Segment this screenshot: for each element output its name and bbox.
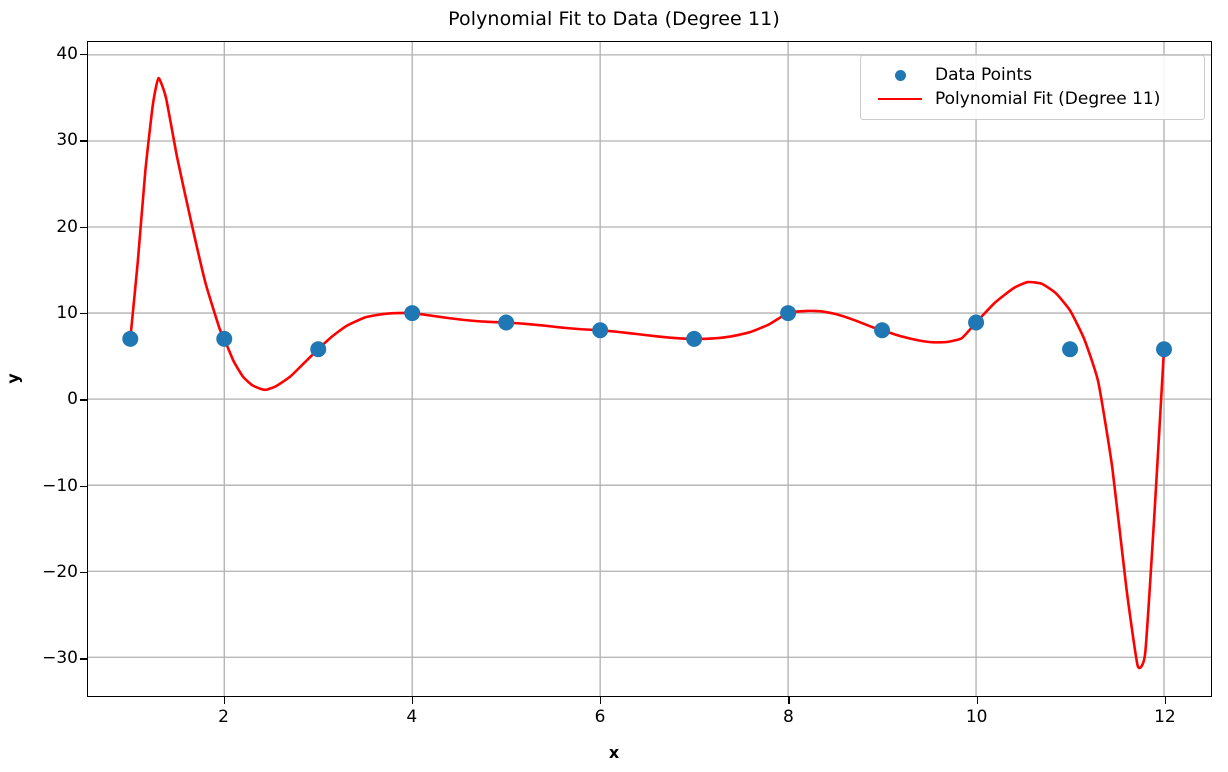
x-tick-label: 8 (782, 707, 794, 727)
y-tick-label: 30 (56, 130, 78, 151)
x-tick-label: 4 (406, 707, 418, 727)
chart-title: Polynomial Fit to Data (Degree 11) (448, 8, 780, 30)
y-tick-mark (80, 226, 87, 228)
data-point (592, 322, 609, 339)
y-tick-mark (80, 571, 87, 574)
legend-item-data-points: Data Points (871, 63, 1194, 87)
y-tick-label: 20 (56, 216, 78, 237)
fit-curve-path (128, 76, 1166, 670)
x-tick-mark (1164, 697, 1167, 704)
chart-legend: Data Points Polynomial Fit (Degree 11) (860, 55, 1205, 120)
plot-axes-area (87, 41, 1212, 697)
x-tick-mark (411, 697, 414, 704)
data-point (686, 330, 703, 347)
x-tick-label: 10 (965, 707, 988, 727)
circle-marker-icon (871, 69, 929, 81)
data-point (216, 330, 233, 347)
polynomial-fit-line (128, 76, 1166, 670)
y-tick-label: −20 (42, 561, 78, 582)
data-point (780, 305, 797, 322)
y-tick-label: 10 (56, 302, 78, 323)
data-point (310, 341, 327, 358)
x-tick-label: 12 (1154, 707, 1176, 727)
legend-item-polynomial-fit: Polynomial Fit (Degree 11) (871, 87, 1194, 111)
y-tick-label: 0 (67, 389, 78, 410)
y-tick-label: −10 (42, 475, 78, 496)
x-axis-label: x (608, 743, 620, 762)
data-point (874, 322, 891, 339)
y-tick-mark (80, 140, 87, 142)
y-tick-mark (80, 312, 87, 315)
legend-label-polynomial-fit: Polynomial Fit (Degree 11) (935, 89, 1161, 109)
y-tick-label: 40 (56, 43, 78, 64)
data-point (404, 305, 421, 322)
y-tick-mark (80, 485, 87, 487)
gridlines (88, 42, 1211, 696)
data-point (122, 330, 139, 347)
plot-canvas (88, 42, 1211, 696)
x-tick-mark (976, 697, 979, 704)
data-point (498, 314, 515, 331)
y-tick-mark (80, 658, 87, 660)
y-tick-mark (80, 399, 87, 401)
x-tick-mark (223, 697, 225, 704)
data-point (968, 314, 985, 331)
data-point (1062, 341, 1079, 358)
x-tick-mark (788, 697, 790, 704)
x-tick-label: 6 (594, 707, 606, 727)
x-tick-mark (600, 697, 602, 704)
line-marker-icon (871, 97, 929, 101)
y-axis-label: y (3, 373, 23, 384)
y-tick-mark (80, 53, 87, 56)
data-point (1156, 341, 1172, 358)
y-tick-label: −30 (42, 648, 78, 669)
legend-label-data-points: Data Points (935, 65, 1033, 85)
x-tick-label: 2 (218, 707, 229, 727)
data-points-group (122, 305, 1172, 358)
